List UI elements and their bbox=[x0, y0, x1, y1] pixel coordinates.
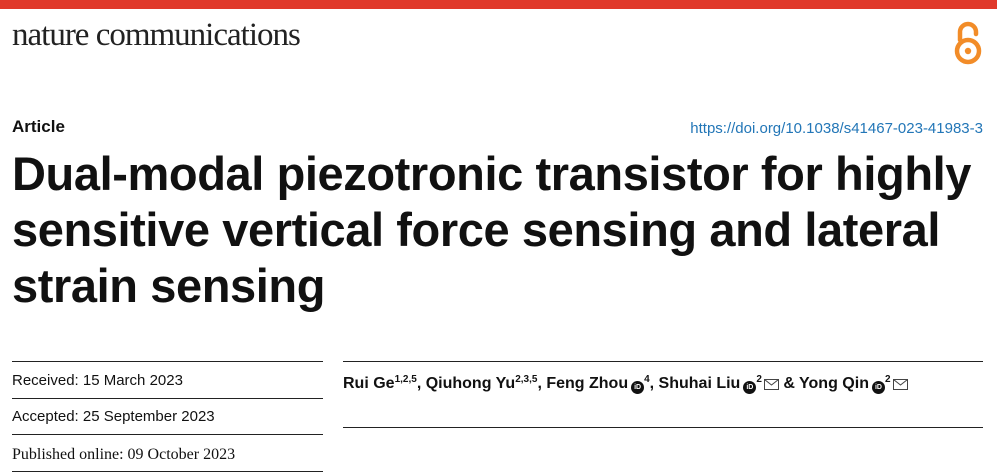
accepted-date: Accepted: 25 September 2023 bbox=[12, 408, 215, 425]
author-name[interactable]: Shuhai Liu bbox=[658, 375, 741, 392]
author-separator: , bbox=[537, 375, 547, 392]
author-separator: , bbox=[416, 375, 426, 392]
article-title: Dual-modal piezotronic transistor for hi… bbox=[12, 147, 972, 312]
author-name[interactable]: Rui Ge bbox=[343, 375, 395, 392]
received-date: Received: 15 March 2023 bbox=[12, 372, 183, 389]
published-date: Published online: 09 October 2023 bbox=[12, 446, 236, 463]
divider-right-top bbox=[343, 361, 983, 362]
doi-link[interactable]: https://doi.org/10.1038/s41467-023-41983… bbox=[690, 120, 983, 137]
journal-accent-bar bbox=[0, 0, 997, 9]
article-type-label: Article bbox=[12, 117, 65, 136]
author-name[interactable]: Yong Qin bbox=[799, 375, 869, 392]
divider-left-1 bbox=[12, 398, 323, 399]
author-name[interactable]: Feng Zhou bbox=[546, 375, 629, 392]
author-affiliation: 2 bbox=[756, 374, 762, 385]
divider-left-2 bbox=[12, 434, 323, 435]
author-affiliation: 4 bbox=[644, 374, 650, 385]
email-envelope-icon[interactable] bbox=[892, 379, 908, 390]
orcid-icon[interactable]: iD bbox=[871, 381, 885, 394]
divider-left-top bbox=[12, 361, 323, 362]
author-affiliation: 2 bbox=[884, 374, 891, 385]
email-envelope-icon[interactable] bbox=[763, 379, 779, 390]
divider-right-bottom bbox=[343, 427, 983, 428]
orcid-icon[interactable]: iD bbox=[631, 381, 645, 394]
author-separator: & bbox=[778, 375, 800, 392]
author-affiliation: 1,2,5 bbox=[394, 374, 417, 385]
author-affiliation: 2,3,5 bbox=[515, 374, 538, 385]
open-access-lock-icon bbox=[954, 21, 982, 65]
journal-name: nature communications bbox=[12, 17, 301, 53]
author-list: Rui Ge1,2,5, Qiuhong Yu2,3,5, Feng Zhou i… bbox=[343, 370, 908, 394]
orcid-icon[interactable]: iD bbox=[743, 381, 757, 394]
divider-left-3 bbox=[12, 471, 323, 472]
author-name[interactable]: Qiuhong Yu bbox=[425, 375, 516, 392]
author-separator: , bbox=[649, 375, 659, 392]
